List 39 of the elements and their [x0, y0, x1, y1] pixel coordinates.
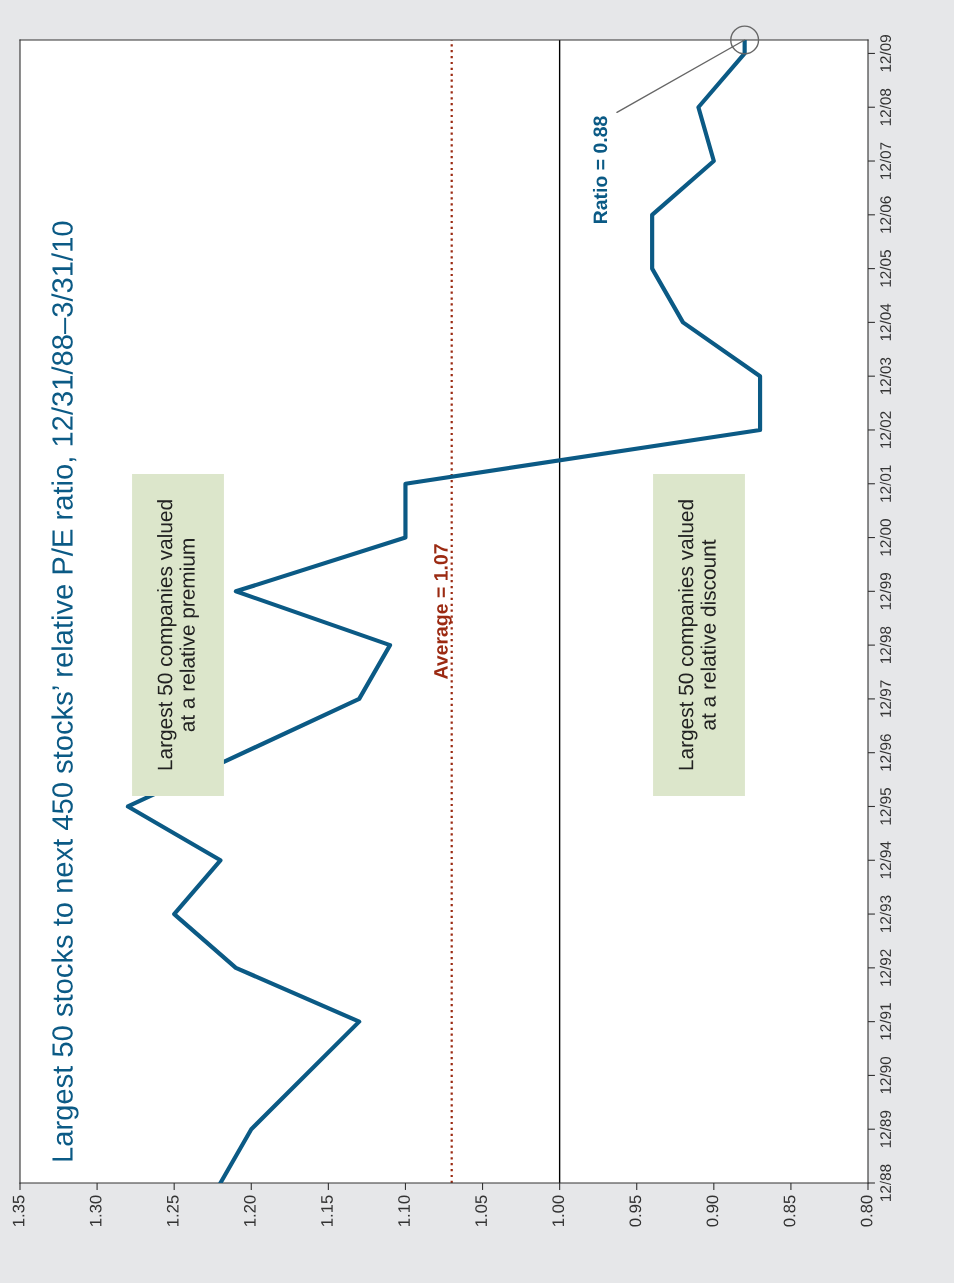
- annotation: Ratio = 0.88: [592, 116, 608, 223]
- y-tick-label: 12/97: [879, 680, 892, 717]
- text: Largest 50 stocks to next 450 stocks’ relative P/E ratio, 12/31/88–3/31/10: [51, 221, 79, 1161]
- x-tick-label: 1.05: [475, 1195, 488, 1226]
- y-tick-label: 12/01: [879, 465, 892, 502]
- y-tick-label: 12/07: [879, 142, 892, 179]
- x-tick-label: 1.10: [398, 1195, 410, 1226]
- y-tick-label: 12/99: [879, 572, 892, 610]
- x-tick-label: 0.80: [860, 1195, 873, 1227]
- x-tick-label: 0.85: [783, 1195, 796, 1227]
- x-tick-label: 1.20: [243, 1195, 256, 1226]
- y-tick-label: 12/92: [879, 949, 892, 986]
- y-tick-label: 12/93: [879, 895, 892, 933]
- y-tick-label: 12/96: [879, 734, 892, 771]
- y-tick-label: 12/98: [879, 626, 892, 664]
- y-tick-label: 12/00: [879, 519, 892, 556]
- annotation: Largest 50 companies valued at a relative discount: [678, 500, 716, 770]
- x-tick-label: 0.90: [706, 1195, 719, 1227]
- x-tick-label: 1.35: [12, 1195, 25, 1226]
- x-tick-label: 1.25: [166, 1195, 179, 1226]
- y-tick-label: 12/88: [879, 1164, 892, 1201]
- y-tick-label: 12/89: [879, 1110, 892, 1148]
- y-tick-label: 12/02: [879, 411, 892, 448]
- y-tick-label: 12/04: [879, 303, 892, 341]
- y-tick-label: 12/95: [879, 788, 892, 825]
- y-tick-label: 12/94: [879, 841, 892, 879]
- annotation: Largest 50 companies valued at a relative premium: [157, 500, 199, 770]
- y-tick-label: 12/08: [879, 88, 892, 126]
- y-tick-label: 12/03: [879, 357, 892, 395]
- x-tick-label: 1.15: [321, 1195, 333, 1226]
- x-tick-label: 0.95: [629, 1195, 642, 1227]
- y-tick-label: 12/05: [879, 250, 892, 287]
- y-tick-label: 12/06: [879, 196, 892, 233]
- y-tick-label: 12/91: [879, 1003, 892, 1040]
- y-tick-label: 12/09: [879, 35, 892, 72]
- y-tick-label: 12/90: [879, 1056, 892, 1094]
- x-tick-label: 1.00: [552, 1195, 565, 1226]
- x-tick-label: 1.30: [89, 1195, 102, 1226]
- ref-line-label: Average = 1.07: [434, 544, 452, 680]
